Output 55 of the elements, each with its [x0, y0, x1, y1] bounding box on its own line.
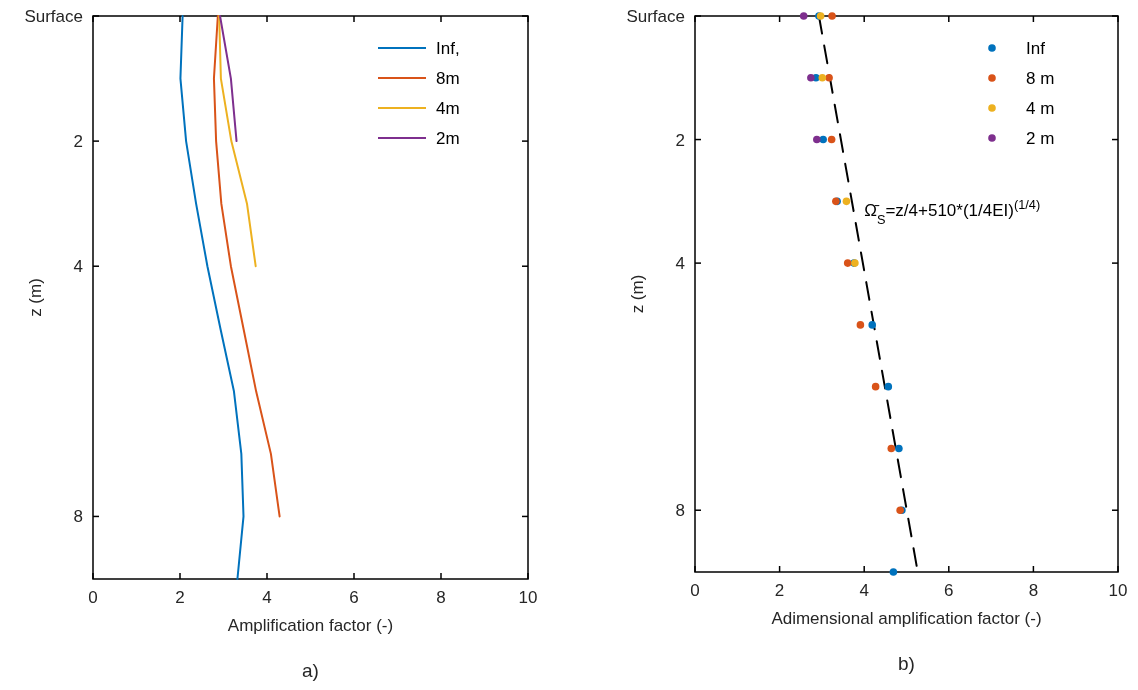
y-tick-label: Surface — [24, 7, 83, 26]
point — [884, 382, 893, 391]
point — [856, 321, 865, 329]
text: a) — [302, 660, 319, 681]
point — [895, 444, 903, 453]
point — [887, 444, 896, 453]
annotation: Ω̄$_{S}$=z/4+510*(1/4EI)$^{(1/4)}$ — [864, 196, 1041, 227]
legend-label: Inf — [1026, 39, 1046, 58]
y-tick-label: 4 — [73, 257, 83, 277]
x-tick-label: 4 — [262, 588, 272, 607]
x-tick-label: 6 — [944, 581, 954, 600]
line-series — [179, 15, 245, 580]
legend-label: 2m — [436, 129, 460, 148]
x-tick-label: 0 — [88, 588, 98, 607]
y-tick-label: 2 — [675, 130, 685, 150]
x-tick-label: 6 — [349, 588, 359, 607]
y-tick-label: 2 — [73, 132, 83, 152]
x-axis-title: Amplification factor (-) — [227, 616, 394, 635]
y-tick-label: 4 — [675, 254, 685, 274]
y-axis-title: z (m) — [628, 274, 647, 314]
legend-label: 4 m — [1026, 99, 1055, 118]
point — [871, 382, 880, 391]
text: b) — [898, 653, 915, 674]
x-tick-label: 8 — [1028, 581, 1039, 600]
legend-label: 8 m — [1026, 69, 1055, 88]
y-tick-label: Surface — [626, 7, 685, 26]
line-series — [212, 15, 281, 518]
point — [828, 12, 836, 20]
point — [819, 135, 827, 144]
point — [807, 73, 815, 82]
point — [842, 197, 851, 206]
point — [868, 321, 877, 329]
x-tick-label: 0 — [690, 581, 700, 600]
point — [843, 259, 852, 267]
point — [813, 135, 821, 144]
x-tick-label: 10 — [1108, 581, 1128, 600]
point — [818, 73, 827, 82]
legend-label: 2 m — [1026, 129, 1055, 148]
y-tick-label: 8 — [73, 507, 83, 527]
point — [889, 568, 898, 576]
y-axis-title: z (m) — [26, 278, 45, 317]
x-tick-label: 4 — [859, 581, 869, 600]
x-tick-label: 2 — [774, 581, 785, 600]
point — [799, 12, 808, 20]
y-tick-label: 8 — [675, 501, 685, 521]
x-axis-title: Adimensional amplification factor (-) — [771, 609, 1042, 628]
x-tick-label: 2 — [175, 588, 185, 607]
point — [825, 73, 833, 82]
x-tick-label: 10 — [518, 588, 538, 607]
point — [827, 135, 836, 144]
line-series — [218, 15, 257, 268]
legend-label: 8m — [436, 69, 460, 88]
x-tick-label: 8 — [436, 588, 446, 607]
legend-label: 4m — [436, 99, 460, 118]
legend-label: Inf, — [436, 39, 460, 58]
